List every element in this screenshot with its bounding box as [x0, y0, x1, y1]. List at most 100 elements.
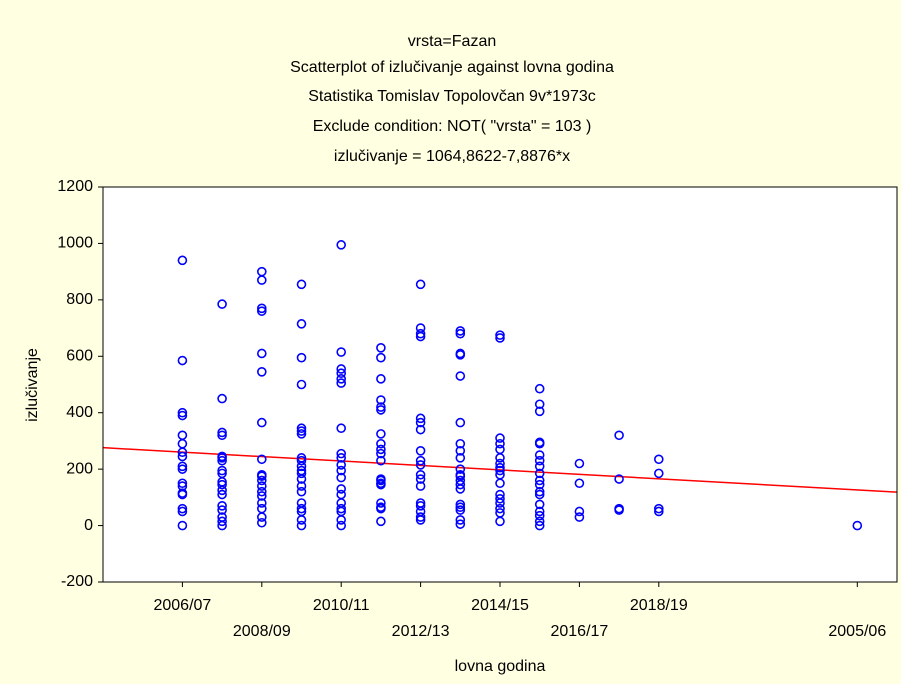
point [256, 367, 267, 377]
point [415, 328, 426, 339]
point [455, 505, 466, 515]
point [415, 460, 426, 470]
point [177, 255, 188, 266]
point [534, 406, 545, 417]
point [336, 423, 347, 434]
point [296, 423, 307, 434]
point [376, 516, 386, 527]
point [534, 438, 545, 449]
chart-title: Exclude condition: NOT( "vrsta" = 103 ) [313, 118, 592, 135]
point [376, 455, 386, 466]
point [534, 479, 545, 490]
point [217, 393, 227, 404]
point [336, 378, 347, 388]
point [534, 499, 545, 510]
y-tick-label: 600 [66, 348, 93, 365]
point [296, 486, 307, 497]
point [296, 426, 307, 436]
point [534, 520, 545, 531]
point [574, 512, 585, 522]
point [217, 520, 227, 531]
x-tick-label: 2018/19 [630, 597, 688, 614]
point [296, 520, 307, 531]
x-tick-label: 2005/06 [828, 623, 886, 640]
point [296, 468, 307, 479]
point [376, 444, 386, 455]
y-tick-label: -200 [61, 573, 93, 590]
point [177, 520, 188, 531]
point [415, 469, 426, 480]
point [534, 383, 545, 394]
point [296, 461, 307, 472]
chart-title: Statistika Tomislav Topolovčan 9v*1973c [308, 88, 596, 105]
point [217, 485, 227, 496]
point [495, 462, 505, 473]
point [217, 427, 227, 438]
point [415, 512, 426, 522]
point [495, 333, 505, 343]
point [376, 448, 386, 459]
x-tick-label: 2012/13 [392, 623, 450, 640]
point [217, 479, 227, 490]
chart-title: vrsta=Fazan [408, 33, 496, 50]
point [495, 493, 505, 504]
point [415, 331, 426, 342]
point [415, 474, 426, 484]
y-tick-label: 800 [66, 291, 93, 308]
point [376, 438, 386, 449]
point [455, 328, 466, 339]
point [415, 515, 426, 525]
point [177, 447, 188, 458]
point [455, 519, 466, 529]
point [455, 446, 466, 456]
point [376, 503, 386, 514]
x-tick-label: 2008/09 [233, 623, 291, 640]
point [574, 478, 585, 489]
point [415, 446, 426, 456]
point [495, 433, 505, 443]
point [336, 520, 347, 531]
point [256, 475, 267, 486]
point [653, 468, 664, 479]
point [177, 464, 188, 474]
point [256, 454, 267, 465]
point [455, 515, 466, 525]
point [376, 429, 386, 439]
regression-line [102, 446, 898, 493]
point [495, 478, 505, 489]
point [653, 503, 664, 514]
point [296, 352, 307, 363]
point [455, 417, 466, 428]
point [177, 451, 188, 462]
point [177, 355, 188, 366]
point [614, 505, 624, 515]
point [177, 407, 188, 418]
point [376, 343, 386, 353]
point [336, 448, 347, 459]
point [336, 453, 347, 463]
point [336, 347, 347, 357]
point [534, 461, 545, 472]
point [376, 352, 386, 363]
point [256, 512, 267, 522]
point [256, 491, 267, 501]
point [455, 464, 466, 474]
point [256, 417, 267, 428]
point [534, 468, 545, 479]
point [296, 379, 307, 390]
point [177, 410, 188, 421]
x-tick-label: 2006/07 [153, 597, 211, 614]
point [653, 454, 664, 465]
y-tick-label: 400 [66, 404, 93, 421]
point [177, 461, 188, 472]
x-tick-label: 2016/17 [550, 623, 608, 640]
point [495, 498, 505, 508]
point [256, 517, 267, 528]
point [376, 374, 386, 384]
point [217, 505, 227, 515]
point [256, 306, 267, 316]
plot-border [102, 186, 898, 583]
point [256, 486, 267, 497]
y-axis-label: izlučivanje [24, 348, 41, 422]
point [415, 413, 426, 424]
